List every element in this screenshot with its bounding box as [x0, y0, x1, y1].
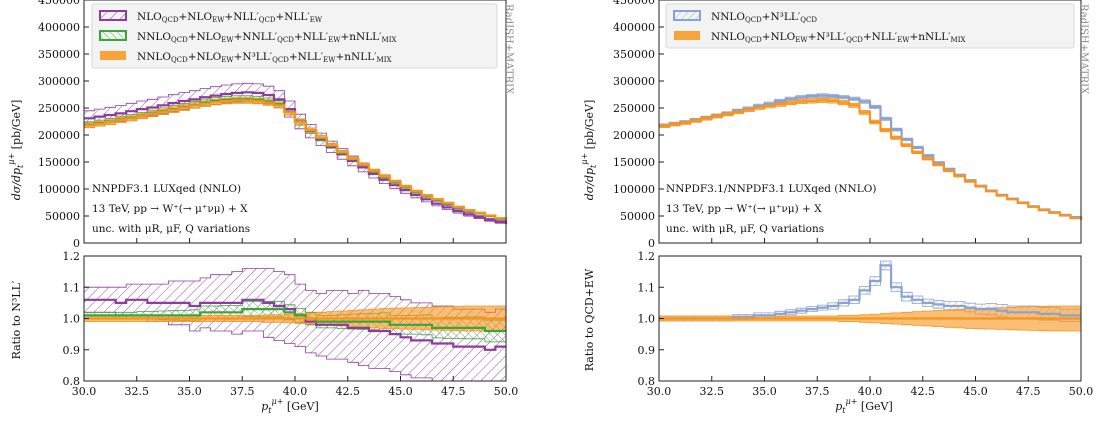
right-ratio-ylabel: Ratio to QCD+EW [583, 268, 596, 371]
right-info-line-3: unc. with μR, μF, Q variations [666, 223, 824, 235]
legend-entry-3: NNLOQCD+NLOEW+N³LL′QCD+NLL′EW+nNLL′MIX [137, 51, 391, 64]
main-ytick-label: 200000 [613, 129, 655, 142]
ratio-ytick-label: 1.1 [638, 281, 656, 294]
xtick-label: 37.5 [230, 385, 255, 398]
ratio-ytick-label: 0.8 [638, 375, 656, 388]
left-main-plot: 0 50000 100000 150000 200000 250000 300000 3500… [38, 0, 508, 250]
right-legend: NNLOQCD+N³LL′QCD NNLOQCD+NLOEW+N³LL′QCD+… [665, 3, 1075, 49]
left-xlabel: ptμ+ [GeV] [261, 397, 319, 415]
right-info-line-2: 13 TeV, pp → W⁺(→ μ⁺νμ) + X [666, 203, 822, 215]
main-ytick-label: 300000 [613, 75, 655, 88]
right-xlabel: ptμ+ [GeV] [835, 397, 893, 415]
left-main-ylabel: dσ/dptμ+ [pb/GeV] [7, 100, 25, 201]
main-ytick-label: 450000 [613, 0, 655, 7]
legend-swatch-purple [99, 10, 127, 21]
legend-entry-1: NLOQCD+NLOEW+NLL′QCD+NLL′EW [137, 11, 323, 24]
left-ratio-plot: 0.8 0.9 1.0 1.1 1.2 30.0 32.5 35.0 37.5 40.0 42.5 4… [63, 250, 519, 398]
right-side-label: RadISH+MATRIX [1078, 4, 1089, 95]
left-info-line-2: 13 TeV, pp → W⁺(→ μ⁺νμ) + X [92, 203, 248, 215]
xtick-label: 42.5 [336, 385, 361, 398]
main-line-series-2 [84, 99, 508, 220]
xtick-label: 32.5 [125, 385, 150, 398]
xtick-label: 45.0 [388, 385, 413, 398]
ratio-ytick-label: 1.2 [638, 250, 656, 263]
ratio-ytick-label: 1.2 [63, 250, 81, 263]
main-ytick-label: 0 [73, 237, 80, 250]
ratio-ytick-label: 1.0 [638, 313, 656, 326]
right-chart: 0 50000 100000 150000 200000 250000 300000 3500… [580, 0, 1093, 415]
left-side-label: RadISH+MATRIX [503, 4, 514, 95]
xtick-label: 40.0 [858, 385, 883, 398]
xtick-label: 42.5 [911, 385, 936, 398]
right-info-line-1: NNPDF3.1/NNPDF3.1 LUXqed (NNLO) [666, 183, 876, 195]
xtick-label: 37.5 [805, 385, 830, 398]
ratio-ytick-label: 0.9 [638, 344, 656, 357]
right-main-plot: 0 50000 100000 150000 200000 250000 300000 3500… [613, 0, 1083, 250]
left-info-line-1: NNPDF3.1 LUXqed (NNLO) [92, 183, 241, 195]
xtick-label: 35.0 [752, 385, 777, 398]
legend-swatch-orange-r [674, 31, 700, 40]
main-ytick-label: 150000 [38, 156, 80, 169]
left-legend: NLOQCD+NLOEW+NLL′QCD+NLL′EW NNLOQCD+NLOE… [91, 3, 498, 69]
ratio-ytick-label: 1.1 [63, 281, 81, 294]
xtick-label: 47.5 [441, 385, 466, 398]
xtick-label: 35.0 [177, 385, 202, 398]
ratio-ytick-label: 0.8 [63, 375, 81, 388]
ratio-line-series-0 [659, 264, 1081, 320]
main-ytick-label: 450000 [38, 0, 80, 7]
legend-entry-r1: NNLOQCD+N³LL′QCD [711, 11, 817, 24]
ratio-ytick-label: 1.0 [63, 313, 81, 326]
legend-swatch-green [99, 30, 127, 41]
xtick-label: 30.0 [647, 385, 672, 398]
xtick-label: 40.0 [283, 385, 308, 398]
right-main-ylabel: dσ/dptμ+ [pb/GeV] [580, 100, 598, 201]
main-ytick-label: 50000 [620, 210, 655, 223]
left-ratio-ylabel: Ratio to N³LL′ [10, 280, 23, 359]
main-ytick-label: 400000 [38, 21, 80, 34]
main-ytick-label: 350000 [613, 48, 655, 61]
right-ratio-plot: 0.8 0.9 1.0 1.1 1.2 30.0 32.5 35.0 37.5 40.0 42.5 4… [638, 250, 1094, 398]
main-ytick-label: 100000 [38, 183, 80, 196]
main-ytick-label: 150000 [613, 156, 655, 169]
ratio-line-series-1 [84, 308, 506, 333]
xtick-label: 47.5 [1016, 385, 1041, 398]
main-ytick-label: 400000 [613, 21, 655, 34]
main-ytick-label: 350000 [38, 48, 80, 61]
left-info-line-3: unc. with μR, μF, Q variations [92, 223, 250, 235]
main-ytick-label: 250000 [38, 102, 80, 115]
ratio-ytick-label: 0.9 [63, 344, 81, 357]
main-ytick-label: 300000 [38, 75, 80, 88]
main-line-series-1 [659, 99, 1083, 220]
main-ytick-label: 100000 [613, 183, 655, 196]
legend-swatch-orange [100, 51, 126, 60]
main-ytick-label: 250000 [613, 102, 655, 115]
xtick-label: 50.0 [1069, 385, 1094, 398]
xtick-label: 45.0 [963, 385, 988, 398]
main-ytick-label: 50000 [45, 210, 80, 223]
main-ytick-label: 0 [648, 237, 655, 250]
xtick-label: 50.0 [494, 385, 519, 398]
legend-entry-r2: NNLOQCD+NLOEW+N³LL′QCD+NLL′EW+nNLL′MIX [711, 31, 965, 44]
left-chart: 0 50000 100000 150000 200000 250000 300000 3500… [7, 0, 518, 415]
xtick-label: 30.0 [72, 385, 97, 398]
main-ytick-label: 200000 [38, 129, 80, 142]
xtick-label: 32.5 [700, 385, 725, 398]
legend-swatch-blue [673, 10, 701, 21]
